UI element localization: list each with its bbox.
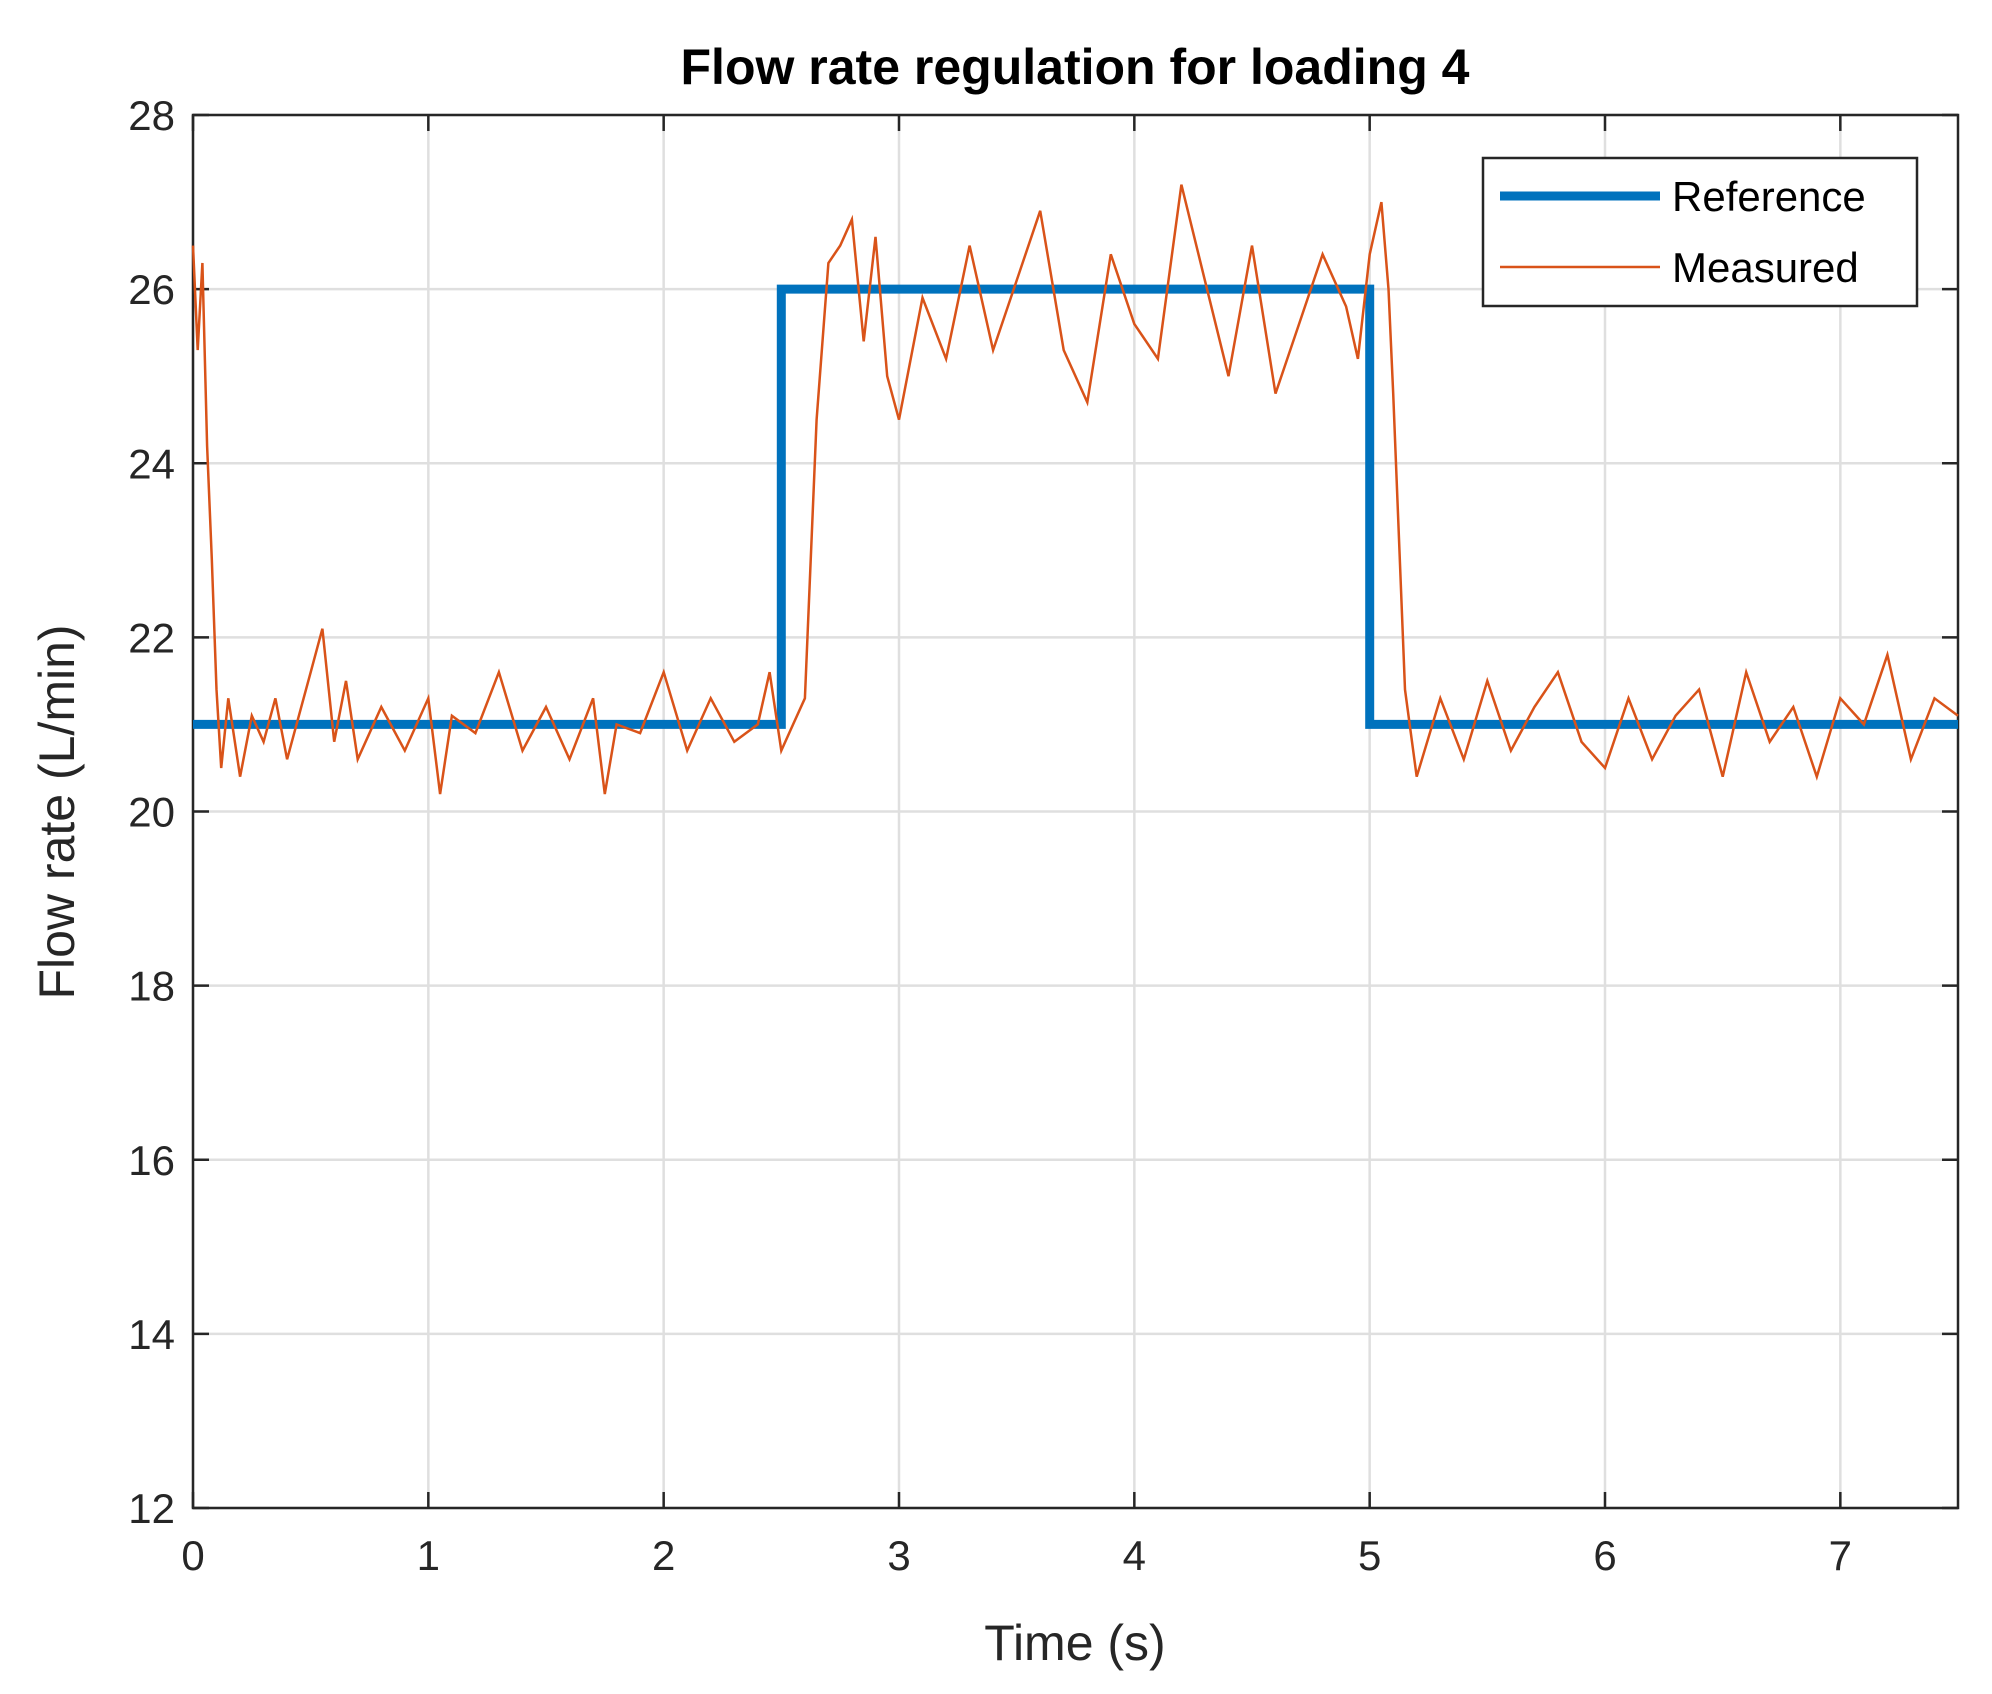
legend-reference-label: Reference <box>1672 173 1866 220</box>
y-tick-label: 22 <box>128 614 175 661</box>
y-axis-label: Flow rate (L/min) <box>29 624 85 999</box>
x-tick-label: 6 <box>1593 1532 1616 1579</box>
x-axis-label: Time (s) <box>984 1615 1165 1671</box>
series-line-reference <box>193 284 1958 729</box>
legend-box <box>1481 156 1919 308</box>
y-tick-label: 14 <box>128 1311 175 1358</box>
x-tick-label: 4 <box>1123 1532 1146 1579</box>
x-tick-label: 3 <box>887 1532 910 1579</box>
chart-title: Flow rate regulation for loading 4 <box>681 39 1470 95</box>
y-tick-label: 28 <box>128 92 175 139</box>
y-tick-label: 12 <box>128 1485 175 1532</box>
y-tick-label: 20 <box>128 789 175 836</box>
series-line-measured <box>191 184 1959 795</box>
y-tick-label: 18 <box>128 963 175 1010</box>
y-tick-label: 16 <box>128 1137 175 1184</box>
x-tick-label: 2 <box>652 1532 675 1579</box>
x-tick-label: 1 <box>417 1532 440 1579</box>
legend: Reference Measured <box>1481 156 1919 308</box>
tick-marks <box>191 113 1958 1510</box>
y-tick-label: 24 <box>128 440 175 487</box>
x-tick-label: 0 <box>181 1532 204 1579</box>
x-tick-label: 7 <box>1829 1532 1852 1579</box>
x-tick-labels: 0 1 2 3 4 5 6 7 <box>181 1532 1852 1579</box>
y-tick-labels: 12 14 16 18 20 22 24 26 28 <box>128 92 175 1532</box>
series-layer <box>191 184 1959 795</box>
legend-measured-label: Measured <box>1672 244 1859 291</box>
y-tick-label: 26 <box>128 266 175 313</box>
x-tick-label: 5 <box>1358 1532 1381 1579</box>
